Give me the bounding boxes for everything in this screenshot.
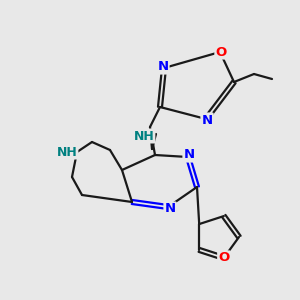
Text: NH: NH — [57, 146, 77, 158]
Text: O: O — [218, 251, 230, 264]
Text: O: O — [215, 46, 226, 59]
Text: N: N — [164, 202, 175, 215]
Text: N: N — [158, 61, 169, 74]
Text: N: N — [183, 148, 195, 161]
Text: NH: NH — [134, 130, 154, 142]
Text: N: N — [201, 113, 213, 127]
